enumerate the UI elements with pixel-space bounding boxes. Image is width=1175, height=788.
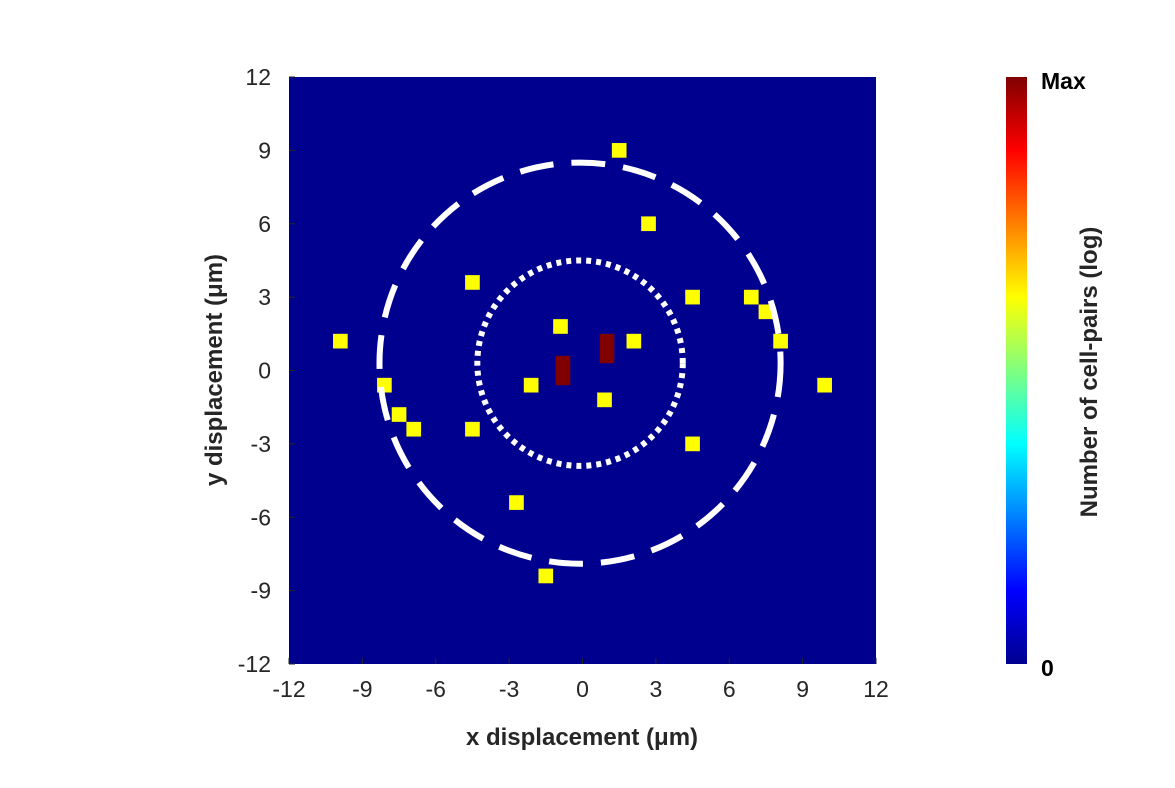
x-tick-label: -12 (272, 676, 305, 702)
x-tick-label: -9 (352, 676, 372, 702)
heatmap-cell-low (465, 275, 480, 290)
colorbar-label: Number of cell-pairs (log) (1076, 227, 1103, 518)
y-tick-label: 0 (258, 358, 271, 384)
colorbar (1006, 77, 1027, 664)
y-tick-label: -6 (251, 504, 271, 530)
y-tick-label: 3 (258, 284, 271, 310)
colorbar-max-label: Max (1041, 68, 1086, 94)
y-tick-label: 9 (258, 137, 271, 163)
x-tick-label: 12 (863, 676, 889, 702)
heatmap-cell-low (773, 333, 788, 349)
heatmap-cell-low (333, 333, 348, 349)
y-tick-label: 12 (245, 64, 271, 90)
heatmap-cell-low (685, 289, 700, 305)
heatmap-cell-max (555, 355, 571, 371)
threshold-circles (376, 159, 784, 567)
x-tick-label: 6 (723, 676, 736, 702)
heatmap-cell-low (597, 392, 612, 408)
heatmap-cell-low (538, 568, 554, 584)
heatmap-cell-low (817, 377, 832, 393)
dashed-circle (376, 159, 784, 567)
heatmap-cell-low (523, 377, 539, 393)
heatmap-cell-max (555, 370, 571, 386)
heatmap-cell-low (406, 421, 422, 437)
x-axis-label: x displacement (μm) (466, 724, 698, 751)
y-axis-label: y displacement (μm) (201, 254, 228, 486)
heatmap-cell-low (626, 333, 642, 349)
heatmap-cell-low (509, 495, 524, 510)
y-tick-label: -12 (238, 651, 271, 677)
y-tick-label: -9 (251, 578, 271, 604)
y-tick-label: -3 (251, 431, 271, 457)
heatmap-cell-low (685, 436, 700, 452)
x-tick-label: -3 (499, 676, 519, 702)
x-tick-label: -6 (426, 676, 446, 702)
heatmap-cell-low (553, 319, 568, 334)
heatmap-cell-low (758, 304, 774, 320)
x-tick-label: 0 (576, 676, 589, 702)
axis-ticks: -12 -9 -6 -3 0 3 6 9 12 -12 -9 -6 -3 0 3 6 9 12 (238, 64, 889, 702)
heatmap-cell-low (641, 216, 656, 232)
heatmap-cells (333, 143, 832, 584)
heatmap-cell-low (391, 407, 407, 422)
colorbar-min-label: 0 (1041, 655, 1054, 681)
heatmap-cell-max (599, 348, 615, 364)
heatmap-cell-max (599, 333, 615, 349)
dotted-circle (474, 257, 686, 469)
heatmap-cell-low (465, 421, 480, 437)
y-tick-label: 6 (258, 211, 271, 237)
x-tick-label: 3 (649, 676, 662, 702)
x-tick-label: 9 (796, 676, 809, 702)
heatmap-cell-low (743, 289, 759, 305)
heatmap-cell-low (611, 143, 627, 158)
